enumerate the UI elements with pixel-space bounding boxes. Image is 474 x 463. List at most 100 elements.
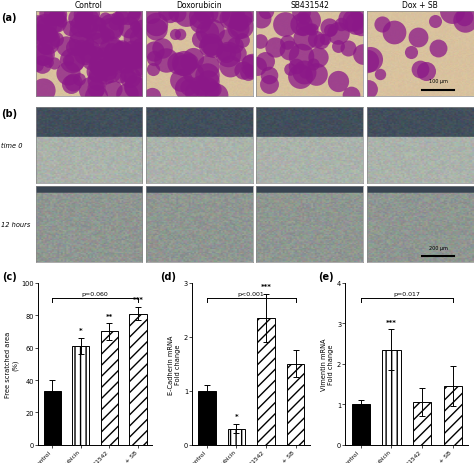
Point <box>93 77 101 84</box>
Point <box>79 12 86 19</box>
Bar <box>101 332 118 445</box>
Point <box>40 88 47 95</box>
Point <box>34 24 41 31</box>
Point <box>184 84 192 92</box>
Point <box>163 9 170 17</box>
Point <box>123 91 131 98</box>
Point <box>75 16 82 23</box>
Point <box>74 16 82 23</box>
Point <box>202 10 210 17</box>
Point <box>45 36 53 44</box>
Point <box>203 29 211 37</box>
Point <box>265 81 273 89</box>
Point <box>197 81 204 89</box>
Point <box>234 18 242 25</box>
Point <box>182 12 190 19</box>
Point <box>108 45 115 52</box>
Point <box>315 54 322 61</box>
Point <box>68 56 76 64</box>
Point <box>124 72 131 80</box>
Point <box>127 74 134 81</box>
Point <box>113 50 120 57</box>
Point <box>52 36 59 44</box>
Text: 200 μm: 200 μm <box>429 245 448 250</box>
Point <box>89 56 97 63</box>
Point <box>378 21 385 28</box>
Point <box>111 20 118 28</box>
Point <box>272 44 279 52</box>
Point <box>119 58 127 65</box>
Point <box>299 25 306 32</box>
Point <box>286 66 294 73</box>
Point <box>51 19 58 27</box>
Point <box>118 52 126 59</box>
Point <box>448 9 456 16</box>
Point <box>70 44 78 52</box>
Point <box>112 56 119 63</box>
Point <box>92 71 100 79</box>
Point <box>432 19 439 26</box>
Point <box>51 60 58 68</box>
Text: (a): (a) <box>1 13 17 23</box>
Text: SB431542: SB431542 <box>290 1 329 10</box>
Point <box>33 62 40 69</box>
Point <box>301 15 308 23</box>
Point <box>83 17 91 25</box>
Point <box>292 63 300 70</box>
Point <box>177 77 185 85</box>
Point <box>308 26 315 34</box>
Point <box>227 16 234 23</box>
Point <box>325 25 332 32</box>
Point <box>301 36 309 43</box>
Point <box>88 86 95 94</box>
Point <box>129 53 137 60</box>
Point <box>57 19 65 26</box>
Point <box>51 11 59 19</box>
Point <box>203 73 210 80</box>
Point <box>257 16 265 23</box>
Point <box>366 56 374 63</box>
Bar <box>444 386 462 445</box>
Bar <box>44 392 61 445</box>
Point <box>265 72 273 79</box>
Point <box>317 39 325 46</box>
Point <box>176 31 183 39</box>
Point <box>100 51 107 58</box>
Point <box>83 17 91 24</box>
Point <box>158 45 165 53</box>
Text: **: ** <box>106 313 113 319</box>
Point <box>53 13 61 20</box>
Bar <box>287 364 304 445</box>
Text: ***: *** <box>261 283 272 289</box>
Point <box>39 21 46 29</box>
Point <box>77 40 85 48</box>
Point <box>298 9 305 17</box>
Point <box>136 50 143 58</box>
Point <box>147 10 155 18</box>
Point <box>64 57 71 65</box>
Point <box>312 71 320 78</box>
Bar <box>413 402 431 445</box>
Point <box>52 19 60 27</box>
Point <box>296 73 303 80</box>
Point <box>138 67 146 74</box>
Point <box>210 44 217 51</box>
Point <box>76 24 83 31</box>
Point <box>66 25 74 33</box>
Point <box>152 26 159 34</box>
Point <box>204 78 212 85</box>
Point <box>85 48 92 56</box>
Point <box>334 78 341 85</box>
Point <box>81 50 89 57</box>
Point <box>248 62 256 69</box>
Point <box>97 61 105 68</box>
Text: Doxorubicin: Doxorubicin <box>176 1 222 10</box>
Point <box>68 81 75 88</box>
Point <box>283 40 291 47</box>
Point <box>150 49 157 56</box>
Point <box>196 19 204 27</box>
Point <box>35 32 42 39</box>
Point <box>134 14 142 22</box>
Point <box>237 15 245 22</box>
Point <box>100 70 107 78</box>
